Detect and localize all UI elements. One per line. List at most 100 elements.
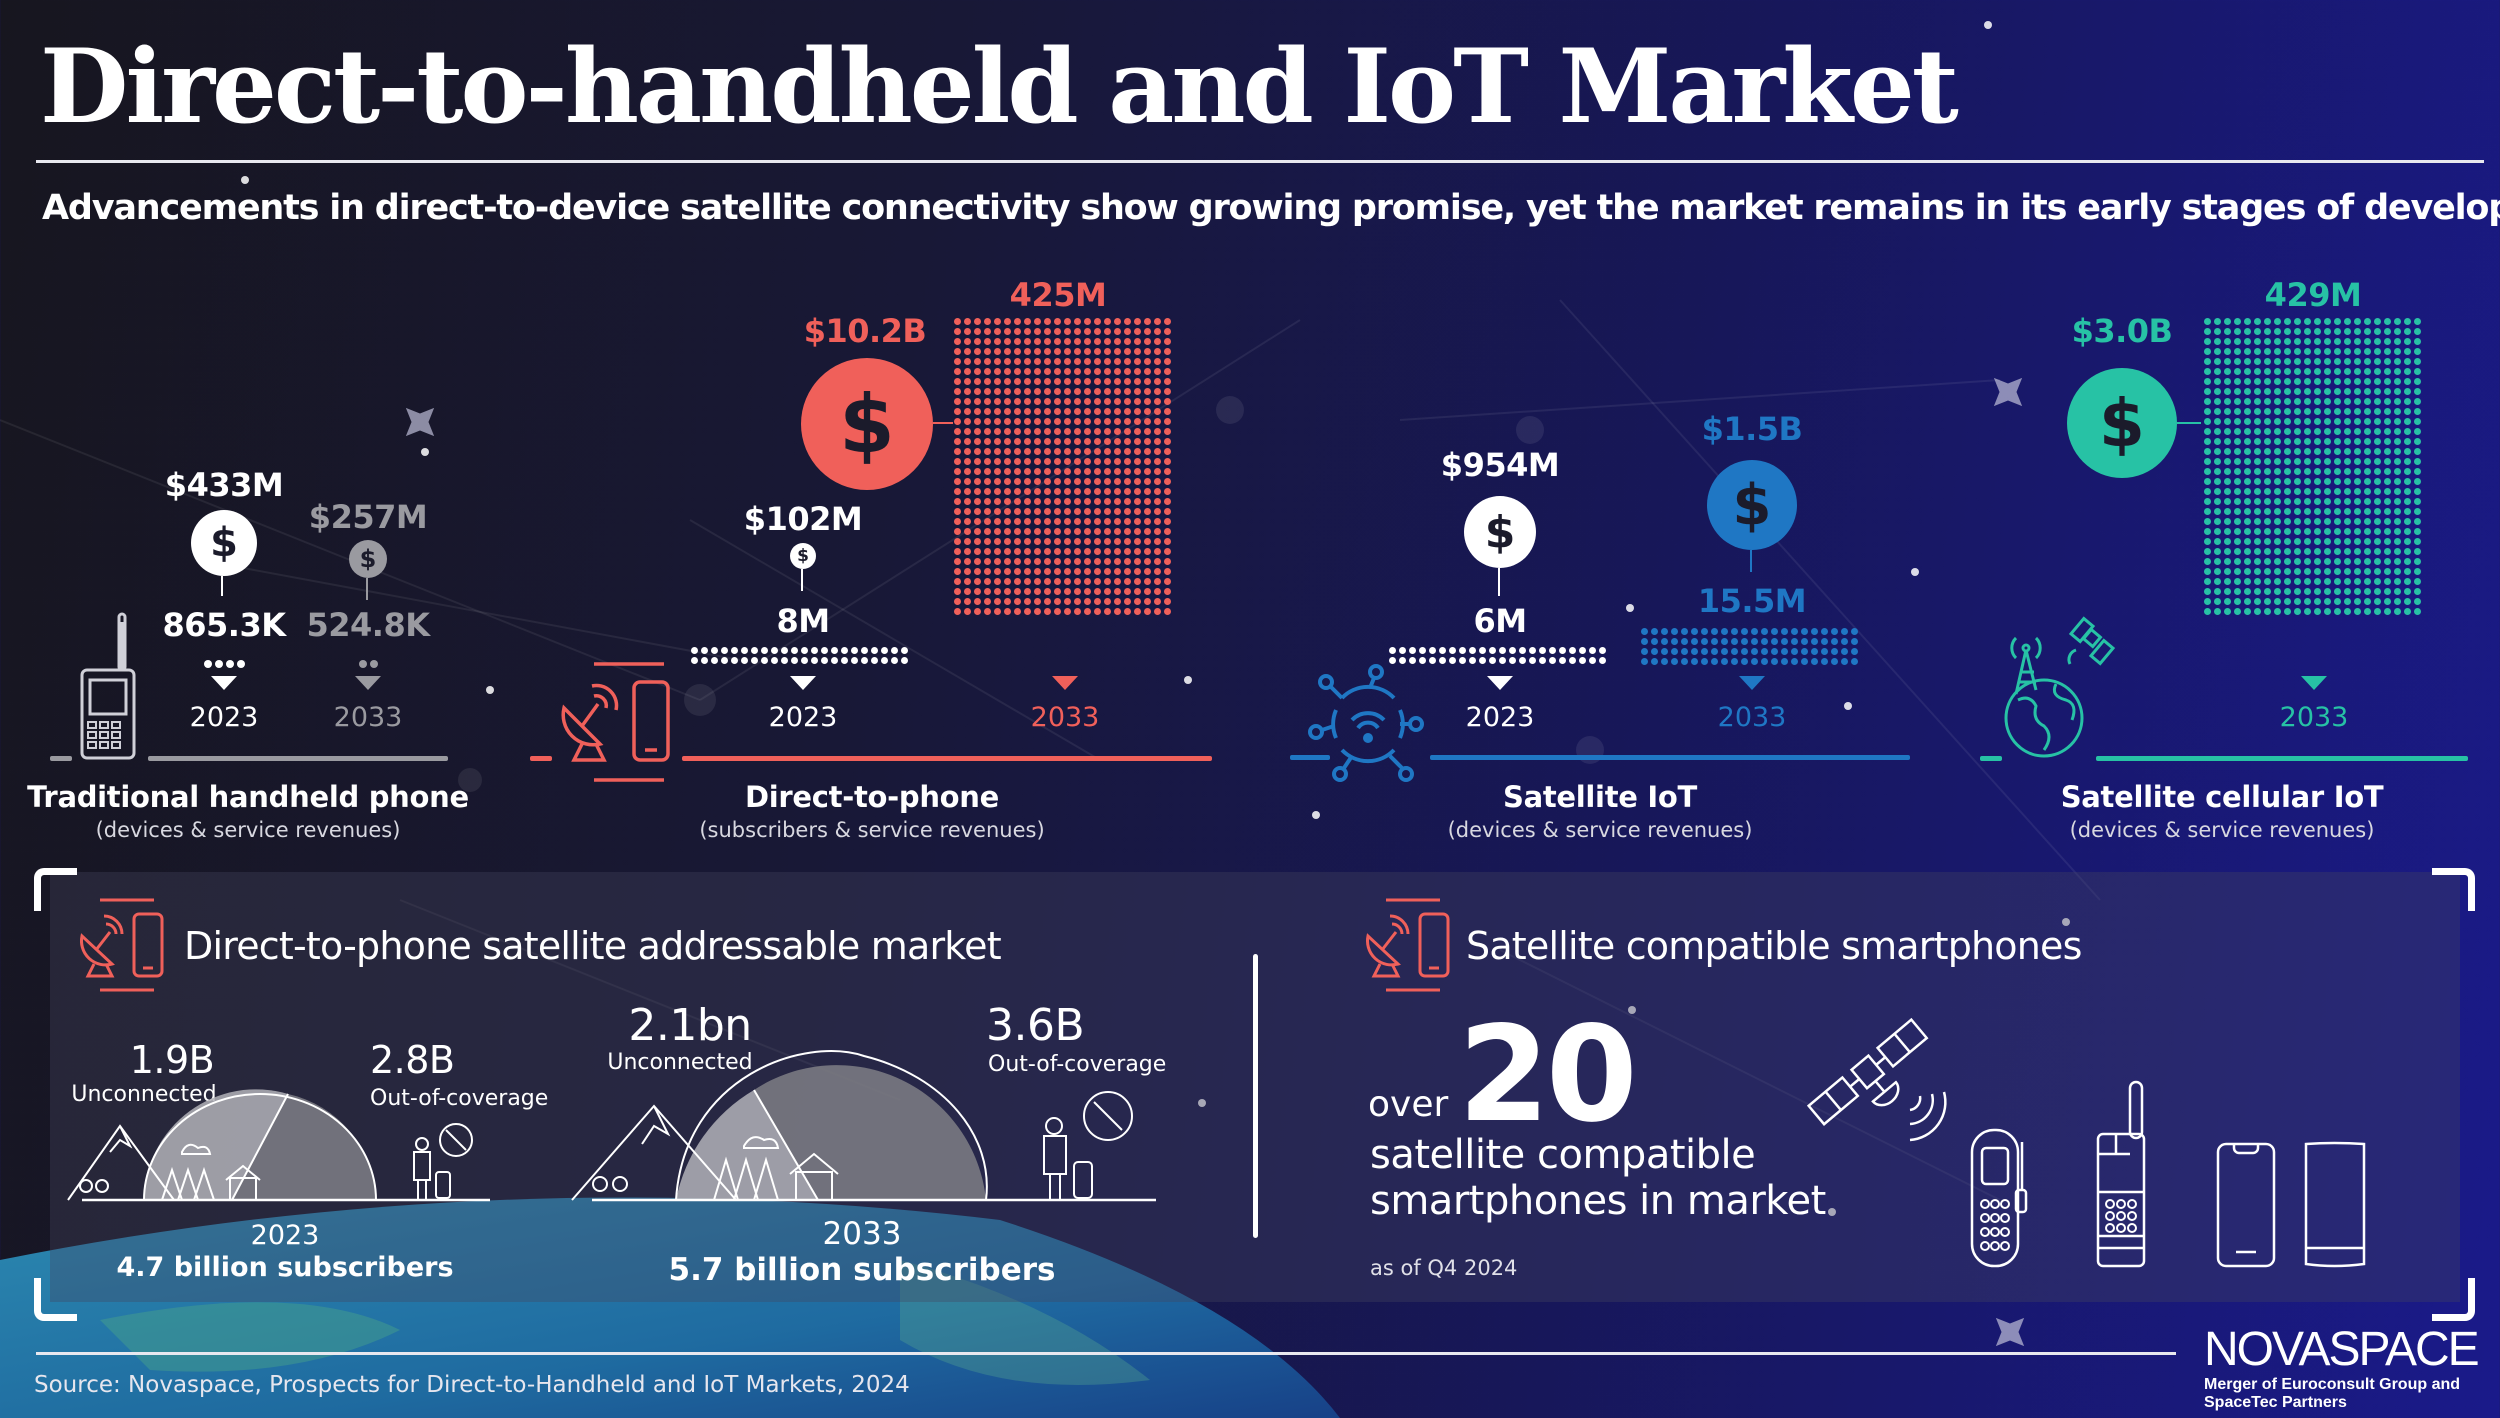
corner-bracket — [34, 868, 77, 911]
ooc-2023-label: Out-of-coverage — [370, 1086, 549, 1111]
baseline — [682, 756, 1212, 761]
year-2023: 2023 — [189, 702, 259, 733]
units-2023: 8M — [776, 602, 830, 640]
segment-subtitle: (subscribers & service revenues) — [699, 818, 1045, 842]
logo-wordmark: NOVASPACE — [2204, 1323, 2480, 1376]
segment-title: Satellite IoT — [1502, 780, 1698, 814]
unit-dots-2033 — [2204, 318, 2424, 618]
baseline — [2096, 756, 2468, 761]
dollar-coin-icon: $ — [2067, 368, 2177, 478]
pointer-triangle — [1739, 676, 1765, 690]
as-of-note: as of Q4 2024 — [1370, 1256, 1518, 1280]
year-2033: 2033 — [333, 702, 403, 733]
pointer-triangle — [355, 676, 381, 690]
segment-title: Satellite cellular IoT — [2060, 780, 2384, 814]
year-2033: 2033 — [2279, 702, 2349, 733]
mountain-village-icon — [67, 1124, 261, 1201]
baseline — [530, 756, 552, 761]
year-2033: 2033 — [1030, 702, 1100, 733]
novaspace-logo: NOVASPACE Merger of Euroconsult Group an… — [2204, 1323, 2480, 1412]
connector-line — [366, 578, 368, 600]
smartphone-icon — [2216, 1142, 2276, 1268]
unit-dots-2023 — [203, 654, 247, 673]
revenue-2033: $1.5B — [1701, 410, 1803, 448]
corner-bracket — [34, 1278, 77, 1321]
dollar-coin-icon: $ — [1464, 496, 1536, 568]
revenue-2033: $10.2B — [803, 312, 927, 350]
footer-divider — [36, 1352, 2176, 1355]
phone-types-icons — [1970, 1080, 2366, 1268]
unit-dots-2033 — [358, 654, 380, 673]
dollar-coin-icon: $ — [801, 358, 933, 490]
title-divider — [36, 160, 2484, 163]
baseline — [148, 756, 448, 761]
globe-satellite-tower-icon — [2004, 616, 2116, 758]
units-2033: 429M — [2264, 276, 2362, 314]
smartphone-count: 20 — [1458, 998, 1638, 1152]
pointer-triangle — [2301, 676, 2327, 690]
page-title: Direct-to-handheld and IoT Market — [40, 27, 1959, 147]
corner-bracket — [2432, 1278, 2475, 1321]
units-2023: 6M — [1473, 602, 1527, 640]
revenue-2033: $3.0B — [2071, 312, 2173, 350]
baseline — [1290, 755, 1330, 760]
units-2033: 425M — [1009, 276, 1107, 314]
tablet-phone-icon — [2304, 1141, 2366, 1268]
units-2033: 524.8K — [306, 606, 430, 644]
satellite-phone-icon — [2096, 1080, 2146, 1268]
connector-line — [2177, 422, 2201, 424]
smartphones-title: Satellite compatible smartphones — [1466, 924, 2082, 968]
traveler-no-signal-icon — [1043, 1091, 1133, 1200]
dollar-coin-icon: $ — [191, 510, 257, 576]
pointer-triangle — [790, 676, 816, 690]
total-2033: 5.7 billion subscribers — [668, 1252, 1056, 1288]
segment-subtitle: (devices & service revenues) — [95, 818, 401, 842]
revenue-2033: $257M — [308, 498, 428, 536]
page-subtitle: Advancements in direct-to-device satelli… — [42, 188, 2500, 228]
total-2023: 4.7 billion subscribers — [116, 1252, 454, 1283]
corner-bracket — [2432, 868, 2475, 911]
ooc-2033-label: Out-of-coverage — [988, 1052, 1167, 1077]
pointer-triangle — [1052, 676, 1078, 690]
pointer-triangle — [211, 676, 237, 690]
baseline — [1980, 756, 2002, 761]
pointer-triangle — [1487, 676, 1513, 690]
mountain-village-icon — [571, 1104, 839, 1201]
unconnected-2023-value: 1.9B — [129, 1038, 215, 1082]
units-2023: 865.3K — [162, 606, 286, 644]
addressable-2023-dome-chart — [67, 1089, 490, 1202]
handheld-phone-icon — [80, 612, 136, 760]
connector-line — [801, 569, 803, 591]
addressable-market-title: Direct-to-phone satellite addressable ma… — [184, 924, 1002, 968]
unit-dots-2023 — [691, 647, 911, 667]
satellite-icon — [1806, 1017, 1947, 1142]
dollar-coin-icon: $ — [1707, 460, 1797, 550]
ooc-2023-value: 2.8B — [370, 1038, 455, 1082]
addressable-2033-dome-chart — [571, 1050, 1156, 1202]
segment-title: Traditional handheld phone — [27, 780, 469, 814]
traveler-no-signal-icon — [413, 1123, 473, 1200]
baseline — [1430, 755, 1910, 760]
unconnected-2033-label: Unconnected — [607, 1050, 753, 1075]
revenue-2023: $102M — [743, 500, 863, 538]
year-2023: 2023 — [1465, 702, 1535, 733]
ooc-2033-value: 3.6B — [986, 1000, 1085, 1051]
section-divider — [1253, 954, 1258, 1238]
dollar-coin-icon: $ — [790, 543, 816, 569]
iot-network-icon — [1308, 664, 1424, 782]
unit-dots-2033 — [954, 318, 1174, 618]
count-line-1: satellite compatible — [1370, 1132, 1756, 1178]
count-line-2: smartphones in market — [1370, 1178, 1826, 1224]
year-2033: 2033 — [822, 1216, 902, 1252]
connector-line — [1498, 568, 1500, 596]
units-2033: 15.5M — [1697, 582, 1807, 620]
year-2023: 2023 — [768, 702, 838, 733]
unconnected-2033-value: 2.1bn — [628, 1000, 752, 1051]
connector-line — [221, 576, 223, 596]
feature-phone-icon — [1970, 1128, 2028, 1268]
unit-dots-2033 — [1641, 628, 1861, 668]
segment-title: Direct-to-phone — [744, 780, 1000, 814]
year-2023: 2023 — [250, 1220, 320, 1251]
logo-subline-1: Merger of Euroconsult Group and — [2204, 1376, 2461, 1393]
